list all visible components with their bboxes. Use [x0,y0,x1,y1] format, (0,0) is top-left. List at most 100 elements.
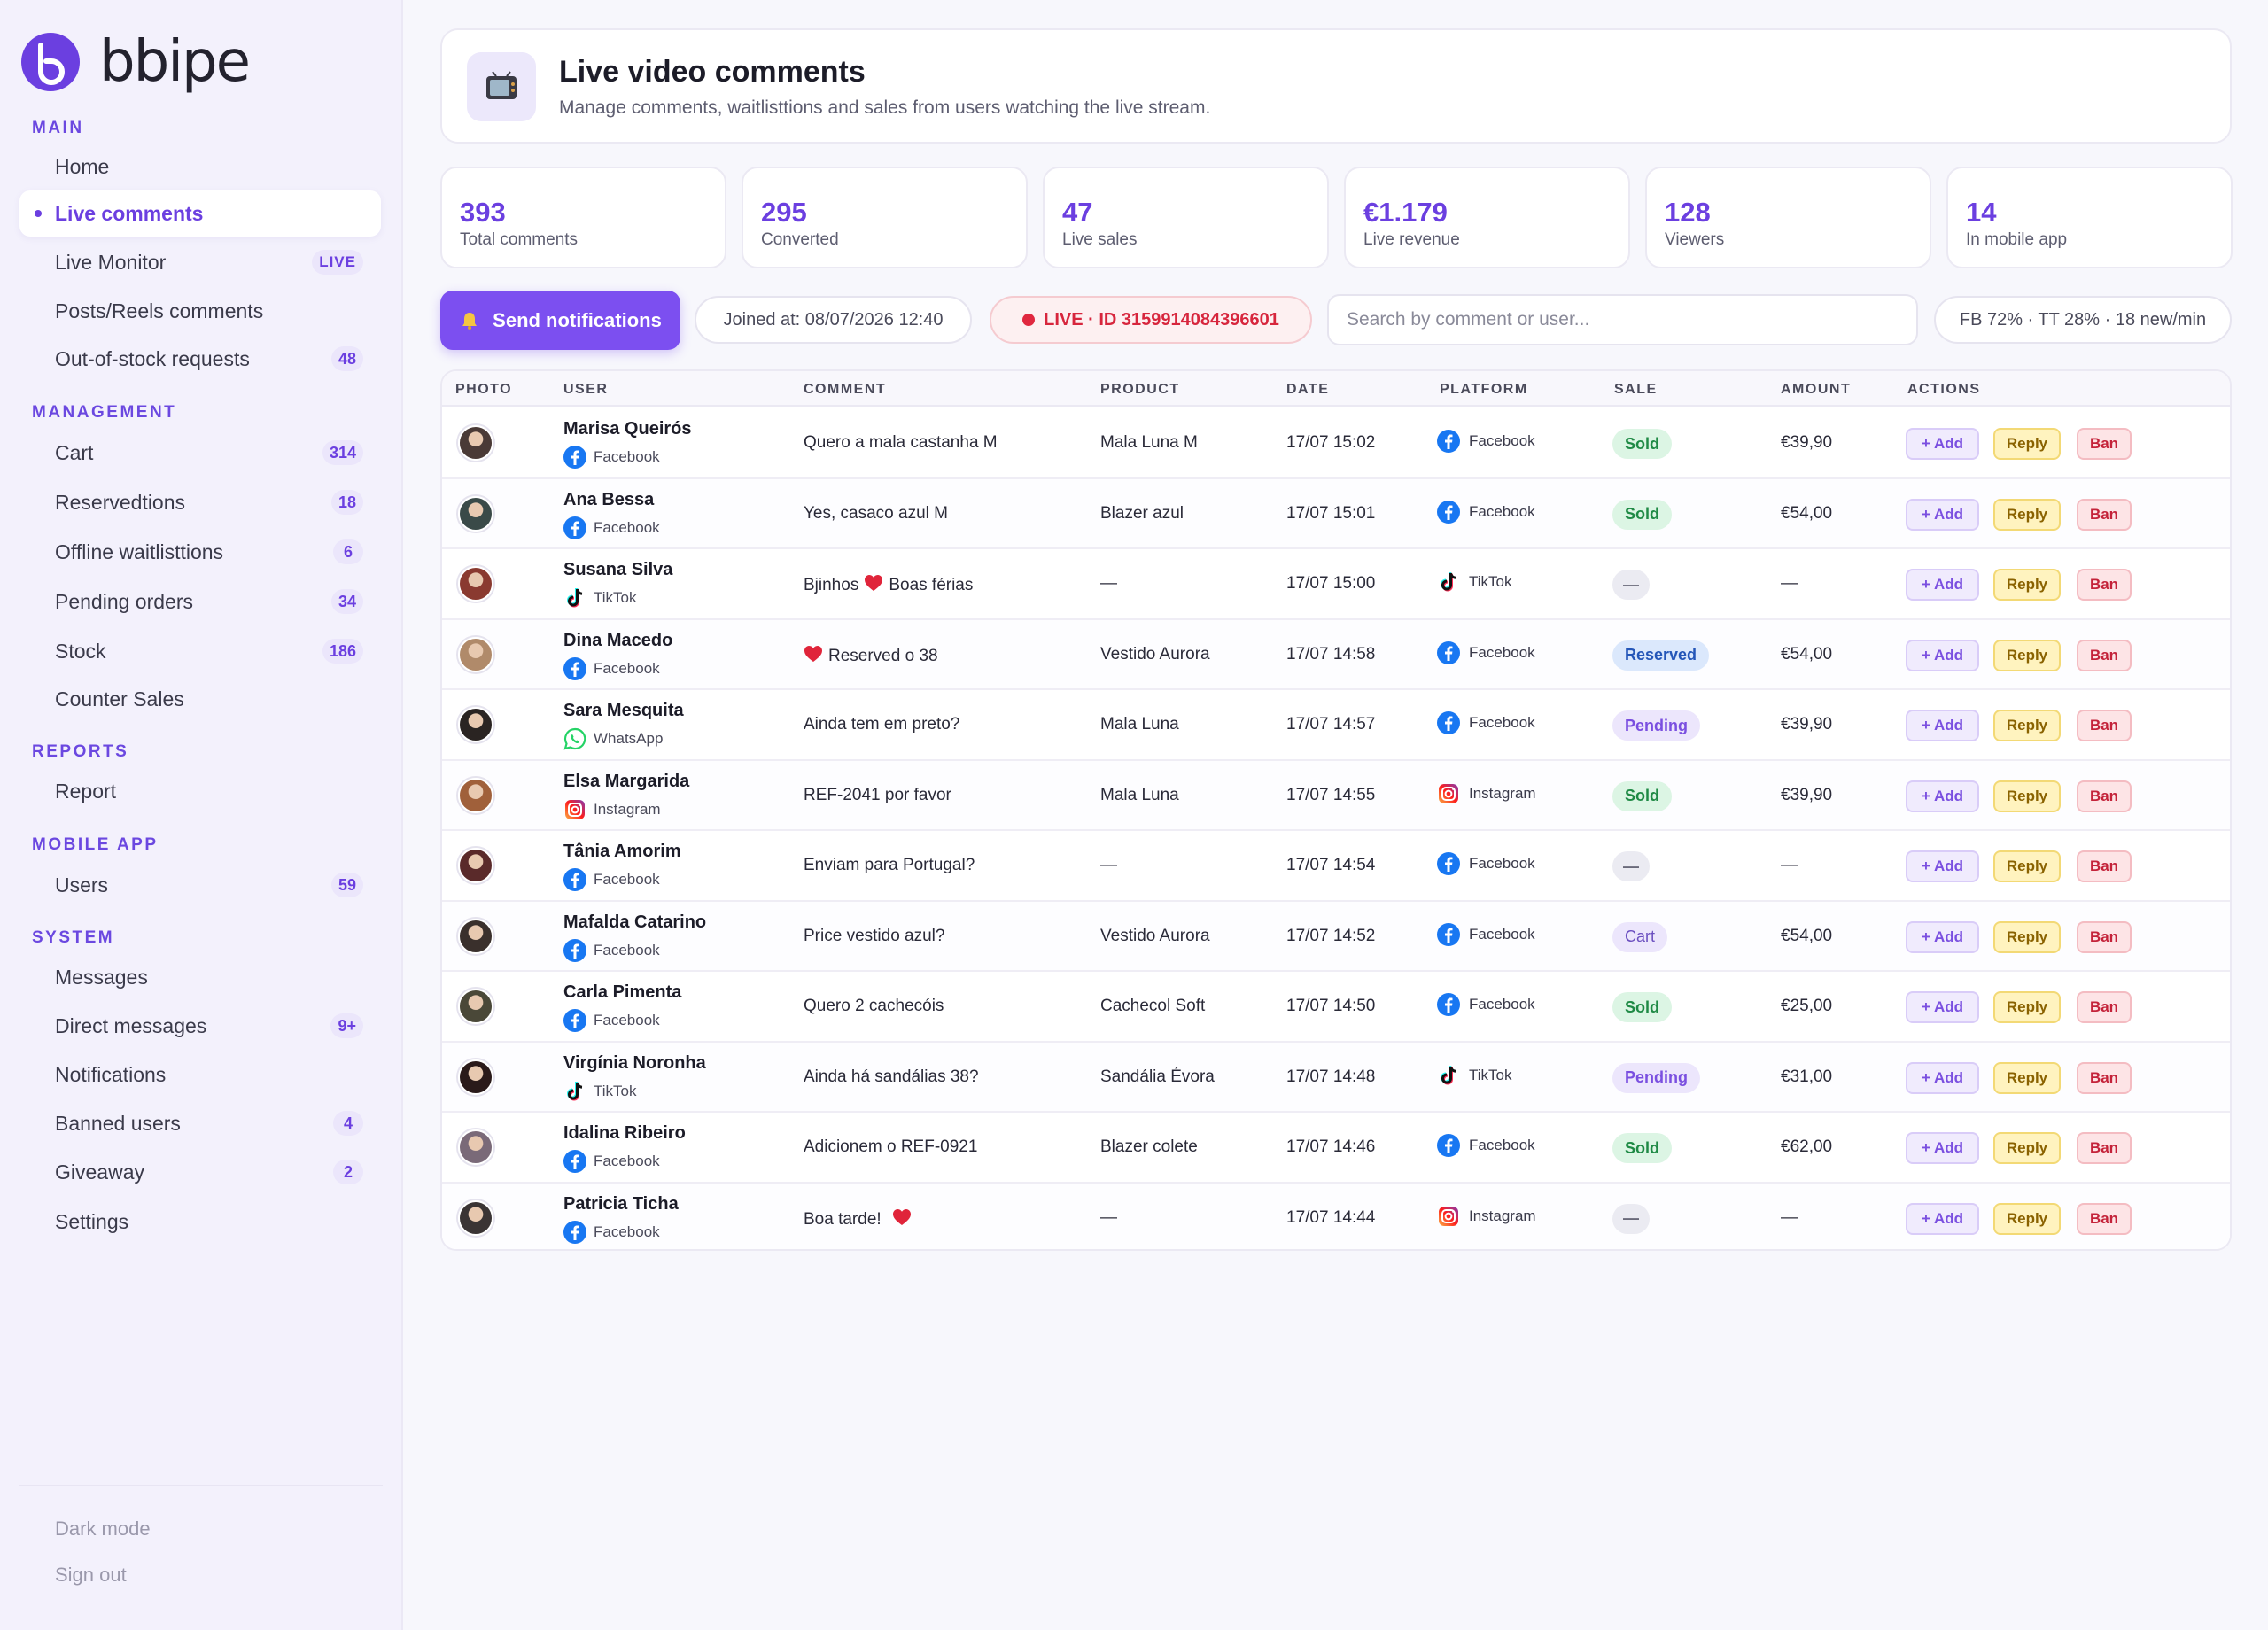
nav-item-notifications[interactable]: Notifications [19,1052,381,1098]
user-name[interactable]: Patricia Ticha [563,1193,679,1214]
nav-item-users[interactable]: Users 59 [19,862,381,908]
reply-button[interactable]: Reply [1993,1202,2061,1235]
avatar[interactable] [458,989,493,1024]
add-to-cart-button[interactable]: + Add [1906,850,1979,882]
avatar[interactable] [458,1059,493,1095]
nav-item-reservations[interactable]: Reservedtions 18 [19,479,381,525]
reply-button[interactable]: Reply [1993,850,2061,882]
comment-date: 17/07 15:02 [1286,433,1376,452]
nav-item-live-comments[interactable]: Live comments [19,190,381,237]
avatar[interactable] [458,1129,493,1165]
product-name: Mala Luna [1100,785,1179,804]
user-name[interactable]: Tânia Amorim [563,842,681,861]
nav-item-giveaway[interactable]: Giveaway 2 [19,1149,381,1195]
user-name[interactable]: Elsa Margarida [563,771,690,791]
ban-button[interactable]: Ban [2077,991,2132,1023]
brand[interactable]: bbipe [21,28,251,95]
add-to-cart-button[interactable]: + Add [1906,920,1979,953]
sidebar-divider [19,1485,383,1486]
page-header: Live video comments Manage comments, wai… [440,28,2232,144]
nav-item-cart[interactable]: Cart 314 [19,430,381,476]
avatar[interactable] [458,425,493,461]
avatar[interactable] [458,636,493,672]
add-to-cart-button[interactable]: + Add [1906,1132,1979,1164]
amount: — [1781,1207,1798,1227]
nav-item-stock[interactable]: Stock 186 [19,628,381,674]
reply-button[interactable]: Reply [1993,639,2061,671]
user-name[interactable]: Sara Mesquita [563,701,684,720]
add-to-cart-button[interactable]: + Add [1906,1202,1979,1235]
table-row: Virgínia Noronha TikTok Ainda há sandáli… [442,1042,2230,1113]
ban-button[interactable]: Ban [2077,428,2132,460]
ban-button[interactable]: Ban [2077,639,2132,671]
ban-button[interactable]: Ban [2077,780,2132,812]
reply-button[interactable]: Reply [1993,569,2061,601]
reply-button[interactable]: Reply [1993,991,2061,1023]
reply-button[interactable]: Reply [1993,498,2061,531]
reply-button[interactable]: Reply [1993,710,2061,741]
platform-cell: Facebook [1437,852,1535,875]
nav-item-counter-sales[interactable]: Counter Sales [19,676,381,722]
nav-item-messages[interactable]: Messages [19,954,381,1000]
ban-button[interactable]: Ban [2077,850,2132,882]
reply-button[interactable]: Reply [1993,428,2061,460]
tiktok-icon [563,1080,586,1103]
add-to-cart-button[interactable]: + Add [1906,639,1979,671]
add-to-cart-button[interactable]: + Add [1906,710,1979,741]
user-name[interactable]: Ana Bessa [563,489,655,509]
nav-item-direct-messages[interactable]: Direct messages 9+ [19,1003,381,1049]
add-to-cart-button[interactable]: + Add [1906,569,1979,601]
search-input[interactable] [1327,294,1918,345]
nav-item-settings[interactable]: Settings [19,1199,381,1245]
reply-button[interactable]: Reply [1993,780,2061,812]
ban-button[interactable]: Ban [2077,1061,2132,1094]
reply-button[interactable]: Reply [1993,920,2061,953]
amount: €54,00 [1781,644,1833,664]
nav-item-report[interactable]: Report [19,768,381,814]
nav-item-offline-waitlist[interactable]: Offline waitlisttions 6 [19,529,381,575]
avatar[interactable] [458,495,493,532]
reply-button[interactable]: Reply [1993,1061,2061,1094]
ban-button[interactable]: Ban [2077,1132,2132,1164]
dark-mode-toggle[interactable]: Dark mode [55,1517,151,1540]
avatar[interactable] [458,566,493,602]
amount: €31,00 [1781,1067,1833,1086]
platform-label: Facebook [1469,996,1535,1013]
comment-text: Ainda há sandálias 38? [804,1067,984,1087]
ban-button[interactable]: Ban [2077,498,2132,531]
avatar[interactable] [458,1199,493,1236]
avatar[interactable] [458,777,493,813]
nav-item-posts-reels[interactable]: Posts/Reels comments [19,288,381,334]
reply-button[interactable]: Reply [1993,1132,2061,1164]
user-name[interactable]: Dina Macedo [563,630,673,650]
nav-item-out-of-stock[interactable]: Out-of-stock requests 48 [19,336,381,382]
tiktok-icon [563,586,586,609]
add-to-cart-button[interactable]: + Add [1906,780,1979,812]
nav-item-pending-orders[interactable]: Pending orders 34 [19,578,381,625]
nav-item-live-monitor[interactable]: Live Monitor LIVE [19,239,381,285]
sign-out-link[interactable]: Sign out [55,1564,127,1586]
send-notifications-button[interactable]: Send notifications [440,291,680,350]
ban-button[interactable]: Ban [2077,569,2132,601]
user-name[interactable]: Idalina Ribeiro [563,1123,686,1143]
add-to-cart-button[interactable]: + Add [1906,498,1979,531]
ban-button[interactable]: Ban [2077,920,2132,953]
platform-cell: Facebook [1437,711,1535,734]
user-name[interactable]: Marisa Queirós [563,419,692,439]
ban-button[interactable]: Ban [2077,1202,2132,1235]
ban-button[interactable]: Ban [2077,710,2132,741]
user-name[interactable]: Carla Pimenta [563,982,682,1002]
nav-item-label: Banned users [55,1111,181,1135]
user-name[interactable]: Mafalda Catarino [563,912,707,932]
avatar[interactable] [458,848,493,883]
add-to-cart-button[interactable]: + Add [1906,428,1979,460]
nav-item-banned-users[interactable]: Banned users 4 [19,1100,381,1146]
user-name[interactable]: Virgínia Noronha [563,1052,706,1073]
user-name[interactable]: Susana Silva [563,560,673,579]
add-to-cart-button[interactable]: + Add [1906,1061,1979,1094]
avatar[interactable] [458,707,493,742]
add-to-cart-button[interactable]: + Add [1906,991,1979,1023]
comment-body: Yes, casaco azul M [804,503,948,523]
avatar[interactable] [458,918,493,954]
nav-item-home[interactable]: Home [19,144,381,190]
